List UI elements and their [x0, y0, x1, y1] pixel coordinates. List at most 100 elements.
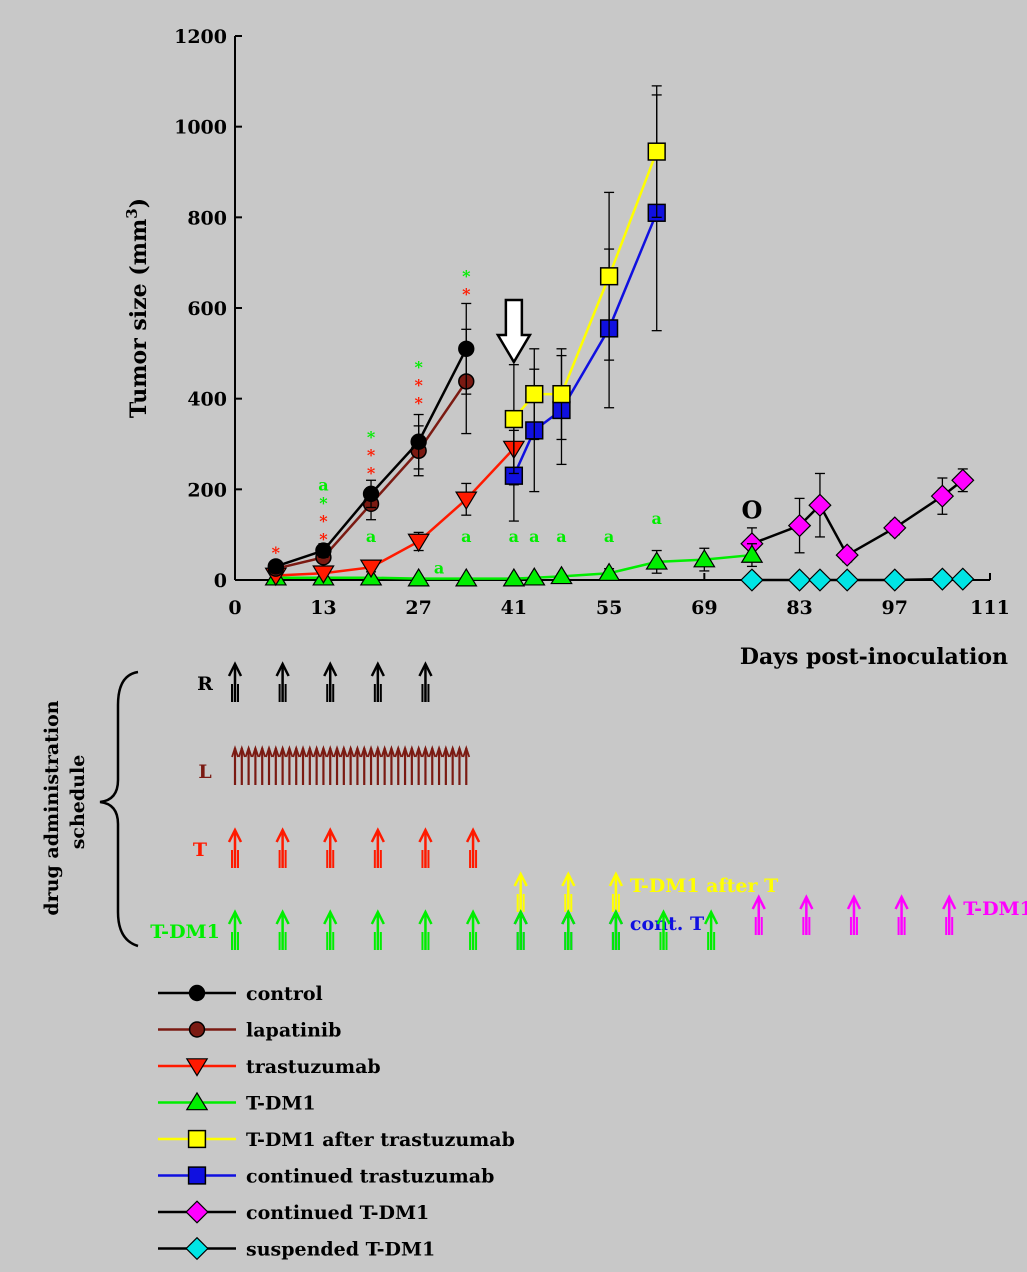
data-point-tdm1_after_t: [599, 267, 619, 286]
lapatinib-dose-head: [237, 745, 246, 758]
arrow-head: [513, 909, 528, 925]
lapatinib-dose-head: [421, 745, 430, 758]
legend-item-control: control: [158, 983, 323, 1005]
arrow-head: [942, 894, 957, 910]
arrow-head: [275, 827, 290, 843]
data-point-susp_tdm1: [787, 568, 812, 592]
arrow-head: [561, 871, 576, 887]
lapatinib-dose-head: [442, 745, 450, 758]
chart-annotations: ****a********aaa a a a aa O: [272, 266, 763, 577]
lapatinib-dose-head: [326, 745, 335, 758]
schedule-arrow: [370, 909, 385, 950]
lapatinib-dose-head: [271, 745, 280, 758]
schedule-arrow: [561, 909, 576, 950]
y-tick-label: 400: [187, 389, 227, 411]
data-point-cont_tdm1: [835, 543, 859, 567]
lapatinib-dose-head: [455, 745, 464, 758]
series-control: [267, 302, 475, 575]
schedule-arrow: [942, 894, 957, 935]
legend-label: T-DM1 after trastuzumab: [246, 1129, 515, 1151]
lapatinib-dose-head: [435, 745, 443, 758]
series-tdm1_after_t: [504, 85, 666, 475]
legend-item-tdm1: T-DM1: [158, 1091, 316, 1115]
schedule-arrow: [227, 827, 243, 868]
legend-label: trastuzumab: [246, 1056, 381, 1078]
legend-marker: [185, 1058, 209, 1077]
significance-mark: *: [319, 493, 328, 512]
significance-mark: *: [462, 266, 471, 285]
legend-label: lapatinib: [246, 1020, 341, 1042]
y-tick-label: 200: [187, 479, 227, 501]
suspension-marker: O: [741, 495, 762, 524]
x-tick-label: 69: [691, 597, 717, 619]
schedule-row-label: R: [197, 673, 213, 695]
lapatinib-dose-head: [292, 745, 301, 758]
arrow-head: [656, 909, 671, 925]
arrow-head: [227, 909, 243, 925]
data-point-tdm1_after_t: [504, 409, 524, 429]
lapatinib-dose-head: [244, 745, 253, 758]
data-point-tdm1: [740, 544, 764, 563]
lapatinib-dose-head: [401, 745, 409, 758]
legend-item-cont_t: continued trastuzumab: [158, 1166, 494, 1188]
chart-axes: 0 200 400 600 800 1000 1200 0 13 27 41 55 69 83 97 111: [174, 26, 1010, 619]
lapatinib-dose-head: [312, 745, 321, 758]
schedule-row-note: cont. T: [630, 913, 704, 935]
data-point-susp_tdm1: [808, 568, 832, 592]
schedule-arrow: [608, 871, 624, 912]
arrow-head: [227, 827, 243, 843]
schedule-row-label: T-DM1: [150, 921, 220, 943]
schedule-arrow: [513, 871, 528, 912]
chart-series: [264, 85, 975, 592]
schedule-arrow: [465, 827, 481, 868]
arrow-head: [323, 827, 338, 843]
arrow-head: [751, 894, 766, 910]
arrow-head: [370, 827, 385, 843]
x-tick-label: 83: [786, 597, 812, 619]
schedule-arrow: [513, 909, 528, 950]
data-point-tdm1_after_t: [647, 142, 666, 161]
lapatinib-dose-head: [265, 745, 273, 758]
series-susp_tdm1: [740, 567, 975, 592]
x-tick-label: 0: [228, 597, 241, 619]
data-point-control: [410, 433, 427, 450]
lapatinib-dose-head: [448, 745, 457, 758]
lapatinib-dose-head: [339, 745, 348, 758]
arrow-head: [608, 871, 624, 887]
arrow-head: [418, 827, 433, 843]
schedule-arrow: [323, 909, 338, 950]
data-point-cont_tdm1: [951, 468, 975, 492]
lapatinib-dose-head: [305, 745, 314, 758]
data-point-tdm1_after_t: [525, 384, 544, 404]
arrow-head: [465, 909, 481, 925]
arrow-head: [561, 909, 576, 925]
schedule-arrow: [275, 661, 290, 702]
legend-marker: [185, 1236, 209, 1261]
arrow-head: [894, 894, 909, 910]
significance-mark: *: [319, 511, 328, 530]
series-cont_tdm1: [740, 468, 975, 567]
lapatinib-dose-head: [231, 745, 239, 758]
series-line-tdm1: [275, 553, 753, 580]
schedule-arrow: [370, 827, 385, 868]
x-tick-label: 111: [970, 597, 1010, 619]
legend-marker: [185, 1200, 209, 1224]
y-tick-label: 1200: [174, 26, 227, 48]
schedule-arrow: [323, 827, 338, 868]
arrow-head: [418, 909, 433, 925]
lapatinib-dose-head: [387, 745, 396, 758]
arrow-head: [227, 661, 243, 677]
significance-a-mark: a: [652, 509, 662, 528]
significance-mark: *: [367, 428, 376, 447]
data-point-susp_tdm1: [883, 568, 907, 592]
lapatinib-dose-head: [285, 745, 294, 758]
arrow-head: [608, 909, 624, 925]
legend-item-susp_tdm1: suspended T-DM1: [158, 1236, 435, 1261]
legend-label: suspended T-DM1: [246, 1239, 435, 1261]
data-point-control: [267, 558, 285, 575]
arrow-head: [323, 661, 338, 677]
schedule-arrow: [751, 894, 766, 935]
arrow-head: [418, 661, 433, 677]
schedule-arrow: [227, 661, 243, 702]
legend-marker: [188, 984, 206, 1002]
